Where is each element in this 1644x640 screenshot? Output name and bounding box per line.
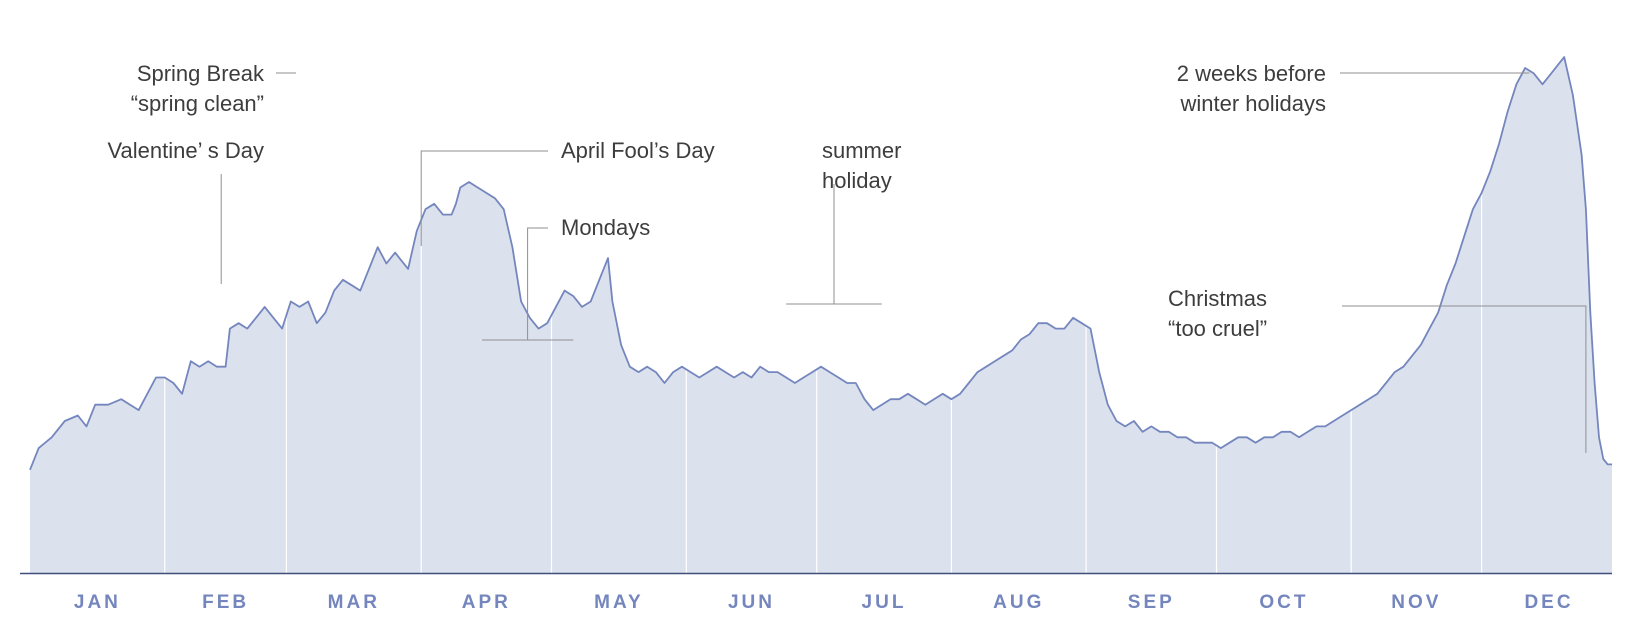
x-tick-label-apr: APR	[462, 592, 511, 613]
annotation-christmas: Christmas “too cruel”	[1168, 286, 1267, 341]
x-axis: JAN FEB MAR APR MAY JUN JUL AUG SEP OCT NOV DEC	[20, 572, 1612, 613]
annotation-spring: Spring Break “spring clean”	[131, 61, 265, 116]
x-tick-label-oct: OCT	[1259, 592, 1308, 613]
annotation-valentine: Valentine’ s Day	[107, 138, 264, 163]
leader-summer	[786, 184, 882, 305]
plot-area	[29, 20, 1612, 574]
leader-christmas	[1342, 305, 1587, 453]
x-tick-label-nov: NOV	[1391, 592, 1441, 613]
leader-mondays	[482, 227, 574, 341]
annotation-winter: 2 weeks before winter holidays	[1177, 61, 1326, 116]
annotation-aprilfool: April Fool’s Day	[561, 138, 715, 163]
x-tick-label-aug: AUG	[993, 592, 1044, 613]
annotation-summer: summer holiday	[822, 138, 901, 193]
x-tick-label-mar: MAR	[328, 592, 380, 613]
x-tick-label-jun: JUN	[728, 592, 775, 613]
x-tick-label-may: MAY	[594, 592, 643, 613]
series-area	[30, 57, 1612, 574]
x-tick-label-feb: FEB	[202, 592, 249, 613]
x-tick-label-jan: JAN	[74, 592, 121, 613]
leader-aprilfool	[420, 150, 548, 246]
x-tick-label-dec: DEC	[1524, 592, 1573, 613]
annotation-mondays: Mondays	[561, 215, 650, 240]
x-tick-label-sep: SEP	[1128, 592, 1175, 613]
x-tick-label-jul: JUL	[862, 592, 907, 613]
series-line	[29, 56, 1612, 471]
annotations: Spring Break “spring clean” Valentine’ s D…	[107, 61, 1587, 453]
